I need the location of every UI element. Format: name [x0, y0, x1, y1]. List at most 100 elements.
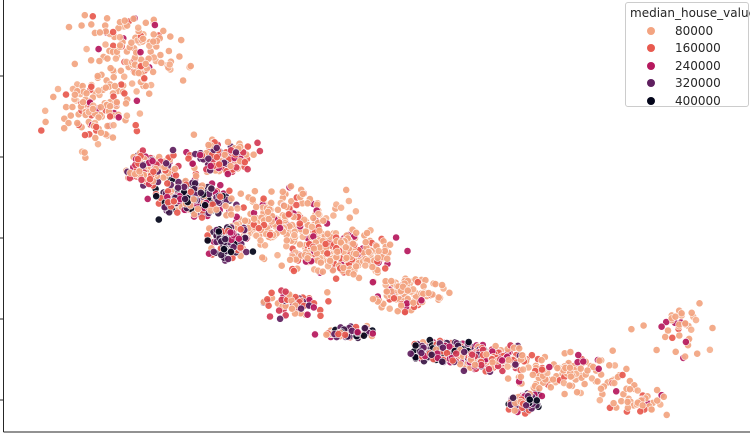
- scatter-point: [284, 210, 293, 219]
- scatter-point: [445, 288, 454, 297]
- scatter-point: [73, 119, 82, 127]
- scatter-point: [295, 219, 304, 228]
- scatter-point: [227, 194, 236, 203]
- scatter-point: [341, 330, 349, 339]
- scatter-point: [341, 243, 350, 252]
- scatter-point: [94, 113, 103, 122]
- scatter-point: [639, 321, 648, 330]
- legend-label: 240000: [675, 58, 721, 73]
- scatter-point: [708, 324, 717, 332]
- scatter-point: [403, 286, 412, 295]
- scatter-point: [136, 48, 145, 57]
- scatter-point: [236, 243, 245, 252]
- scatter-point: [221, 202, 230, 210]
- scatter-point: [154, 215, 163, 224]
- scatter-point: [576, 364, 585, 373]
- scatter-point: [135, 167, 144, 176]
- scatter-point: [224, 138, 232, 146]
- scatter-point: [207, 184, 216, 193]
- scatter-point: [608, 346, 617, 355]
- scatter-point: [232, 148, 240, 157]
- scatter-point: [149, 167, 158, 176]
- scatter-point: [352, 228, 361, 237]
- scatter-point: [273, 205, 282, 214]
- scatter-point: [226, 228, 235, 237]
- scatter-point: [311, 330, 319, 339]
- scatter-point: [120, 89, 129, 98]
- scatter-point: [626, 385, 634, 394]
- scatter-point: [518, 351, 527, 360]
- scatter-point: [103, 14, 111, 23]
- scatter-point: [68, 103, 77, 111]
- scatter-point: [438, 357, 447, 366]
- scatter-point: [152, 192, 161, 201]
- scatter-point: [87, 20, 96, 29]
- scatter-point: [129, 14, 138, 23]
- scatter-point: [134, 69, 143, 77]
- scatter-point: [267, 288, 276, 297]
- scatter-point: [135, 109, 144, 118]
- scatter-point: [256, 236, 265, 245]
- scatter-point: [94, 86, 103, 95]
- scatter-point: [145, 89, 154, 98]
- legend-label: 80000: [675, 23, 714, 38]
- scatter-point: [233, 204, 242, 213]
- scatter-point: [204, 141, 213, 149]
- scatter-point: [297, 304, 305, 313]
- scatter-point: [212, 153, 221, 162]
- scatter-point: [37, 126, 46, 135]
- scatter-point: [390, 294, 398, 303]
- scatter-point: [434, 293, 443, 302]
- scatter-point: [351, 207, 360, 216]
- scatter-point: [560, 390, 569, 398]
- scatter-point: [653, 396, 662, 405]
- scatter-point: [413, 278, 422, 287]
- scatter-point: [417, 348, 426, 357]
- scatter-point: [259, 194, 268, 203]
- scatter-point: [438, 281, 446, 289]
- scatter-point: [278, 187, 287, 196]
- scatter-point: [510, 406, 519, 415]
- scatter-point: [504, 356, 513, 364]
- scatter-point: [583, 366, 592, 375]
- scatter-point: [537, 356, 546, 365]
- legend-item: 240000: [630, 57, 744, 75]
- scatter-point: [281, 311, 290, 320]
- legend-label: 400000: [675, 93, 721, 108]
- scatter-point: [215, 160, 224, 169]
- scatter-point: [309, 213, 318, 222]
- scatter-point: [364, 247, 373, 256]
- scatter-point: [595, 356, 604, 365]
- scatter-point: [671, 347, 680, 356]
- scatter-point: [117, 66, 125, 75]
- scatter-point: [566, 372, 575, 381]
- scatter-point: [553, 364, 562, 372]
- scatter-point: [664, 326, 672, 335]
- scatter-point: [653, 386, 661, 394]
- scatter-point: [226, 162, 235, 170]
- scatter-point: [192, 172, 200, 180]
- scatter-point: [452, 349, 461, 358]
- scatter-point: [109, 121, 118, 130]
- scatter-point: [503, 362, 512, 371]
- scatter-point: [605, 361, 614, 370]
- scatter-point: [382, 287, 391, 296]
- scatter-point: [594, 364, 603, 373]
- scatter-point: [361, 238, 370, 247]
- scatter-point: [281, 287, 290, 296]
- scatter-point: [193, 205, 202, 213]
- scatter-point: [87, 82, 96, 91]
- scatter-point: [323, 249, 332, 258]
- scatter-point: [139, 161, 147, 170]
- scatter-point: [70, 60, 79, 68]
- scatter-point: [277, 261, 286, 270]
- scatter-point: [133, 155, 142, 164]
- scatter-point: [409, 298, 418, 307]
- scatter-point: [264, 215, 273, 223]
- scatter-point: [201, 201, 209, 210]
- scatter-point: [448, 356, 457, 365]
- scatter-point: [91, 133, 100, 142]
- scatter-point: [323, 288, 332, 297]
- scatter-point: [236, 225, 245, 234]
- scatter-point: [361, 261, 370, 270]
